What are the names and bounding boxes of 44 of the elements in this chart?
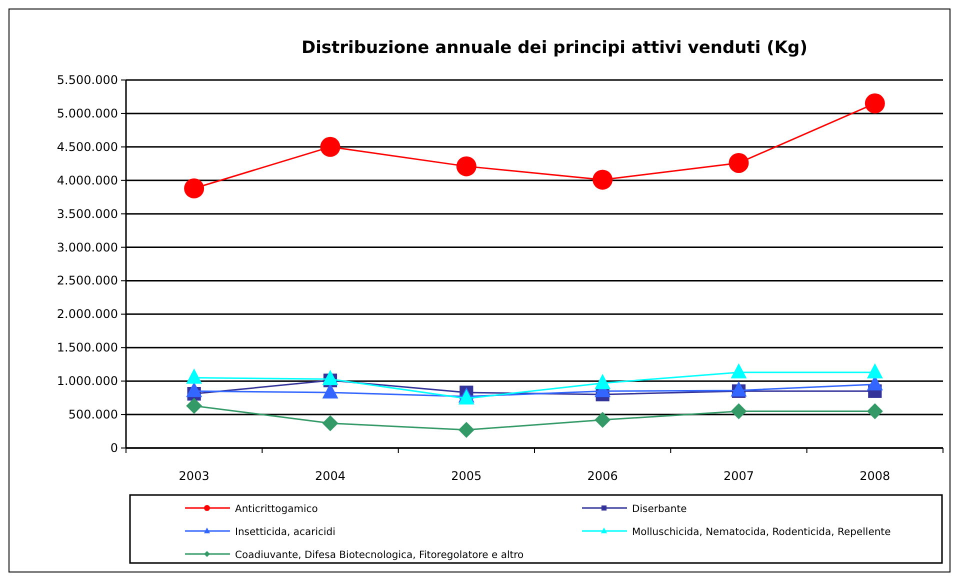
point xyxy=(456,156,476,176)
point xyxy=(186,368,202,384)
point xyxy=(320,136,340,157)
x-tick-label: 2005 xyxy=(451,469,482,483)
legend-label: Molluschicida, Nematocida, Rodenticida, Repellente xyxy=(632,527,891,538)
y-tick-label: 1.500.000 xyxy=(56,340,118,355)
y-tick-label: 5.000.000 xyxy=(56,106,118,120)
point xyxy=(592,170,613,190)
x-tick-label: 2008 xyxy=(860,469,890,483)
legend-label: Diserbante xyxy=(632,504,687,515)
y-tick-label: 4.500.000 xyxy=(56,140,118,154)
point xyxy=(730,403,747,420)
point xyxy=(594,374,611,390)
y-tick-label: 3.500.000 xyxy=(56,206,118,221)
point xyxy=(186,398,202,414)
legend-label: Coadiuvante, Difesa Biotecnologica, Fitoregolatore e altro xyxy=(235,550,524,561)
point xyxy=(866,403,883,420)
point xyxy=(322,370,338,386)
point xyxy=(184,178,204,198)
point xyxy=(730,381,747,396)
legend-label: Anticrittogamico xyxy=(235,504,318,515)
point xyxy=(866,363,883,378)
point xyxy=(728,152,749,173)
legend-label: Insetticida, acaricidi xyxy=(235,527,336,538)
point xyxy=(186,382,202,398)
y-tick-label: 5.500.000 xyxy=(56,73,118,87)
y-tick-label: 4.000.000 xyxy=(56,173,118,188)
y-tick-label: 2.000.000 xyxy=(56,307,118,322)
point xyxy=(458,422,474,438)
y-tick-label: 3.000.000 xyxy=(56,240,118,254)
y-tick-label: 500.000 xyxy=(68,408,118,422)
x-tick-label: 2004 xyxy=(314,469,346,483)
point xyxy=(730,363,747,378)
point xyxy=(864,93,885,114)
y-tick-label: 0 xyxy=(110,441,118,455)
point xyxy=(594,412,611,428)
x-tick-label: 2007 xyxy=(723,469,754,483)
point xyxy=(322,415,338,432)
y-tick-label: 2.500.000 xyxy=(56,274,118,288)
x-tick-label: 2006 xyxy=(587,469,618,483)
point xyxy=(322,383,338,398)
chart-title: Distribuzione annuale dei principi attivi venduti (Kg) xyxy=(301,38,808,58)
x-tick-label: 2003 xyxy=(178,469,210,483)
y-tick-label: 1.000.000 xyxy=(56,374,118,388)
